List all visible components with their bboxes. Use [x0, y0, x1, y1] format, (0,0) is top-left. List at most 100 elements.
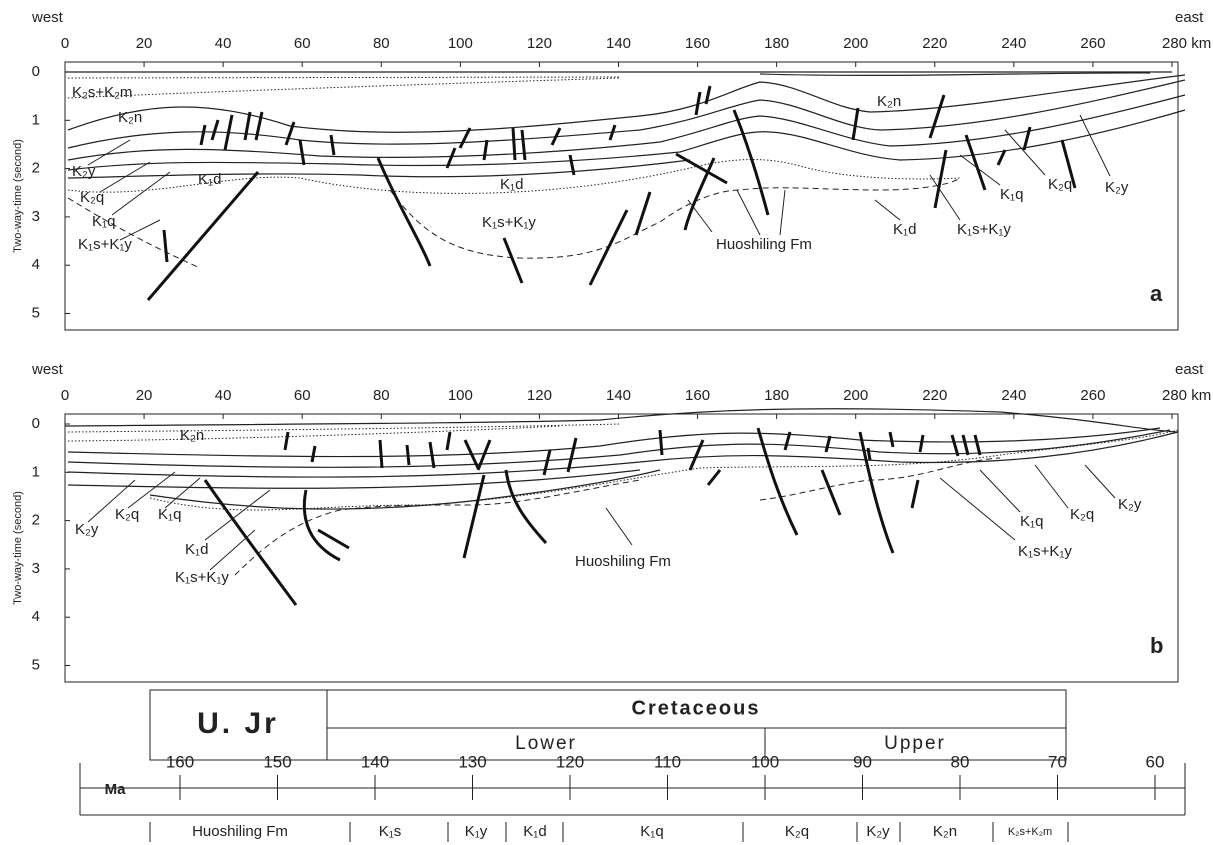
y-axis-label: Two-way-time (second): [12, 491, 24, 605]
x-tick-label: 180: [764, 35, 789, 52]
formation-label: K₂y: [1118, 496, 1142, 513]
section-b: [64, 408, 1179, 606]
x-tick-label: 200: [843, 387, 868, 404]
direction-label: east: [1175, 361, 1204, 378]
y-tick-label: 4: [32, 608, 40, 625]
x-tick-label: 220: [922, 387, 947, 404]
x-tick-label: 40: [215, 35, 232, 52]
x-tick-label: 260: [1080, 35, 1105, 52]
formation-label: K₂q: [1070, 506, 1094, 523]
time-tick-label: 160: [166, 752, 194, 771]
x-tick-label: 240: [1001, 387, 1026, 404]
panel-frame: [64, 61, 1179, 331]
period-label: U. Jr: [197, 707, 279, 740]
formation-label: K₁q: [158, 506, 181, 523]
formation-label: K₂s+K₂m: [1008, 826, 1052, 838]
x-tick-label: 60: [294, 35, 311, 52]
x-tick-label: 200: [843, 35, 868, 52]
formation-label: K₁y: [465, 823, 488, 840]
x-tick-label: 220: [922, 35, 947, 52]
x-tick-label: 180: [764, 387, 789, 404]
formation-label: K₂y: [1105, 179, 1129, 196]
x-tick-label: 0: [61, 387, 69, 404]
y-tick-label: 0: [32, 63, 40, 80]
formation-label: K₁q: [1020, 513, 1043, 530]
x-tick-label: 260: [1080, 387, 1105, 404]
x-tick-label: 120: [527, 35, 552, 52]
formation-label: K₁s+K₁y: [957, 221, 1011, 238]
formation-label: K₁d: [185, 541, 208, 558]
direction-label: east: [1175, 9, 1204, 26]
timescale: U. Jr Cretaceous Lower Upper Ma: [79, 689, 1186, 816]
time-tick-label: 130: [458, 752, 486, 771]
x-tick-label: 0: [61, 35, 69, 52]
time-tick-label: 60: [1146, 752, 1165, 771]
panel-letter: b: [1150, 633, 1163, 658]
formation-label: Huoshiling Fm: [716, 236, 812, 253]
formation-label: K₂y: [72, 163, 96, 180]
time-tick-label: 150: [263, 752, 291, 771]
formation-label: K₁d: [500, 176, 523, 193]
time-tick-label: 120: [556, 752, 584, 771]
x-tick-label: 100: [448, 387, 473, 404]
formation-label: K₁d: [198, 171, 221, 188]
formation-label: K₁q: [92, 213, 115, 230]
y-tick-label: 3: [32, 560, 40, 577]
formation-label: K₁s+K₁y: [482, 214, 536, 231]
panel-frame: [64, 413, 1179, 683]
formation-label: K₁s+K₁y: [1018, 543, 1072, 560]
x-tick-label: 80: [373, 35, 390, 52]
formation-label: K₂n: [118, 109, 142, 126]
x-tick-label: 160: [685, 35, 710, 52]
formation-label: K₁d: [523, 823, 546, 840]
formation-label: K₂n: [877, 93, 901, 110]
formation-label: K₁q: [1000, 186, 1023, 203]
x-tick-label: 80: [373, 387, 390, 404]
period-label: Cretaceous: [632, 697, 761, 719]
y-tick-label: 5: [32, 656, 40, 673]
x-tick-label: 240: [1001, 35, 1026, 52]
y-tick-label: 1: [32, 111, 40, 128]
formation-label: Huoshiling Fm: [575, 553, 671, 570]
formation-label: Huoshiling Fm: [192, 823, 288, 840]
formation-label: K₂q: [1048, 176, 1072, 193]
x-tick-label: 140: [606, 35, 631, 52]
formation-label: K₂q: [785, 823, 809, 840]
x-tick-label: 280 km: [1162, 387, 1211, 404]
x-tick-label: 20: [136, 35, 153, 52]
unit-label: Ma: [105, 781, 126, 798]
formation-label: K₂n: [933, 823, 957, 840]
y-tick-label: 0: [32, 415, 40, 432]
x-tick-label: 40: [215, 387, 232, 404]
formation-label: K₁s+K₁y: [78, 236, 132, 253]
formation-label: K₂y: [866, 823, 890, 840]
x-tick-label: 280 km: [1162, 35, 1211, 52]
y-tick-label: 2: [32, 160, 40, 177]
formation-label: K₂y: [75, 521, 99, 538]
time-tick-label: 140: [361, 752, 389, 771]
time-tick-label: 70: [1048, 752, 1067, 771]
time-tick-label: 100: [751, 752, 779, 771]
formation-label: K₁s: [379, 823, 402, 840]
x-tick-label: 140: [606, 387, 631, 404]
y-tick-label: 2: [32, 512, 40, 529]
formation-label: K₁d: [893, 221, 916, 238]
direction-label: west: [31, 9, 64, 26]
time-tick-label: 110: [654, 752, 681, 771]
panel-letter: a: [1150, 281, 1163, 306]
formation-label: K₂q: [80, 189, 104, 206]
formation-label: K₁s+K₁y: [175, 569, 229, 586]
y-tick-label: 1: [32, 463, 40, 480]
y-axis-label: Two-way-time (second): [12, 139, 24, 253]
x-tick-label: 100: [448, 35, 473, 52]
epoch-label: Upper: [884, 733, 946, 754]
time-tick-label: 90: [853, 752, 872, 771]
y-tick-label: 4: [32, 256, 40, 273]
formation-label: K₂s+K₂m: [72, 84, 132, 101]
direction-label: west: [31, 361, 64, 378]
formation-label: K₁q: [640, 823, 663, 840]
section-a: [65, 71, 1186, 301]
x-tick-label: 160: [685, 387, 710, 404]
y-tick-label: 3: [32, 208, 40, 225]
